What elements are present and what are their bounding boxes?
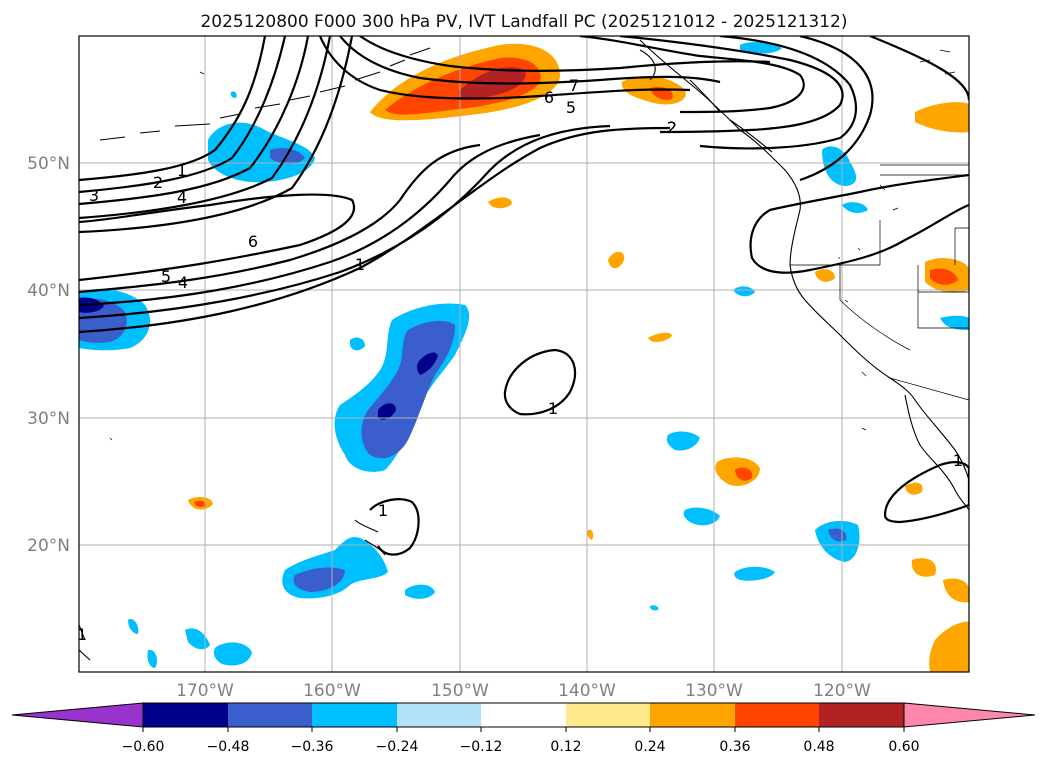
contour-label: 1 (355, 255, 365, 274)
colorbar-tick: 0.36 (719, 739, 750, 755)
contour-label: 5 (566, 98, 576, 117)
pv-anomaly-shading (79, 42, 969, 672)
contour-label: 2 (667, 118, 677, 137)
colorbar-tick: 0.12 (550, 739, 581, 755)
contour-label: 1 (77, 625, 87, 644)
colorbar-segment (228, 703, 312, 727)
colorbar-segment (397, 703, 481, 727)
lon-label-120w: 120°W (813, 681, 871, 701)
latitude-labels: 50°N 40°N 30°N 20°N (27, 154, 70, 556)
contour-label: 7 (569, 76, 579, 95)
map-panel: 1 2 3 4 1 2 4 5 6 1 6 5 7 2 1 1 1 (77, 36, 969, 672)
lon-label-140w: 140°W (558, 681, 616, 701)
lon-label-160w: 160°W (303, 681, 361, 701)
colorbar-tick: −0.48 (207, 739, 250, 755)
colorbar-segment (650, 703, 735, 727)
contour-label: 4 (178, 273, 188, 292)
lon-label-130w: 130°W (685, 681, 743, 701)
lat-label-40: 40°N (27, 281, 70, 301)
contour-label: 4 (177, 188, 187, 207)
lat-label-30: 30°N (27, 409, 70, 429)
contour-label: 3 (89, 186, 99, 205)
colorbar-tick: 0.48 (803, 739, 834, 755)
graticule (79, 36, 969, 672)
colorbar-segment (481, 703, 566, 727)
lat-label-20: 20°N (27, 536, 70, 556)
pv-contours (79, 36, 969, 556)
lon-label-170w: 170°W (176, 681, 234, 701)
map-frame (78, 35, 970, 673)
contour-label: 1 (378, 501, 388, 520)
contour-label: 5 (161, 267, 171, 286)
contour-label: 1 (953, 451, 963, 470)
colorbar: −0.60 −0.48 −0.36 −0.24 −0.12 0.12 0.24 … (11, 702, 1036, 755)
colorbar-tick: −0.12 (460, 739, 503, 755)
colorbar-segment (143, 703, 228, 727)
longitude-labels: 170°W 160°W 150°W 140°W 130°W 120°W (176, 681, 871, 701)
contour-label: 6 (248, 232, 258, 251)
colorbar-tick: −0.60 (122, 739, 165, 755)
colorbar-tick: −0.24 (376, 739, 419, 755)
colorbar-extend-high (903, 702, 1036, 728)
colorbar-extend-low (11, 702, 144, 728)
contour-label: 1 (548, 399, 558, 418)
lat-label-50: 50°N (27, 154, 70, 174)
figure-title: 2025120800 F000 300 hPa PV, IVT Landfall… (200, 12, 847, 32)
colorbar-segment (819, 703, 904, 727)
contour-label: 6 (544, 88, 554, 107)
contour-labels: 1 2 3 4 1 2 4 5 6 1 6 5 7 2 1 1 1 (77, 76, 963, 644)
colorbar-segment (312, 703, 397, 727)
colorbar-tick: −0.36 (291, 739, 334, 755)
colorbar-tick: 0.60 (888, 739, 919, 755)
contour-label: 2 (153, 173, 163, 192)
contour-label: 2 (667, 118, 677, 137)
lon-label-150w: 150°W (431, 681, 489, 701)
contour-label: 1 (177, 161, 187, 180)
colorbar-segment (566, 703, 650, 727)
colorbar-tick: 0.24 (634, 739, 665, 755)
colorbar-segment (735, 703, 819, 727)
